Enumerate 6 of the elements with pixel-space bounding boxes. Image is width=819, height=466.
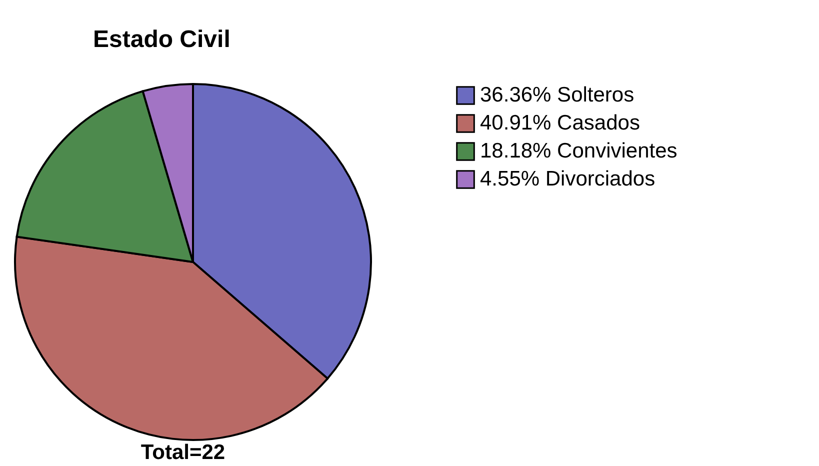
text: Total=22: [140, 441, 226, 464]
chart-title: Estado Civil: [93, 26, 230, 53]
legend-label: 36.36% Solteros: [480, 84, 634, 106]
legend-label: 4.55% Divorciados: [480, 168, 656, 190]
legend-label: 18.18% Convivientes: [480, 140, 678, 162]
legend-label: 40.91% Casados: [480, 112, 640, 134]
